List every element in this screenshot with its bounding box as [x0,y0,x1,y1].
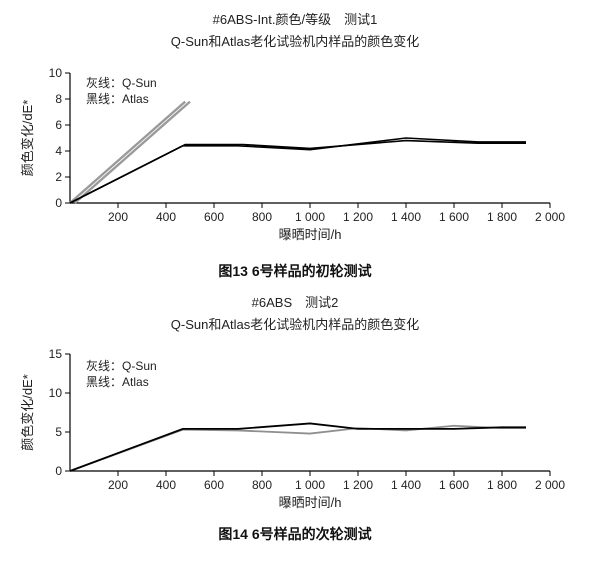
y-tick-label: 15 [49,347,63,361]
x-tick-label: 600 [204,210,224,224]
y-tick-label: 8 [55,92,62,106]
x-tick-label: 200 [108,210,128,224]
chart2-block: #6ABS 测试2 Q-Sun和Atlas老化试验机内样品的颜色变化 200 40… [10,293,580,544]
x-axis-label: 曝晒时间/h [279,227,342,242]
chart2-svg: 200 400 600 800 1 000 1 200 1 400 1 600 1 800 2 0… [10,336,570,516]
x-tick-label: 2 000 [535,210,565,224]
y-axis-label: 颜色变化/dE* [20,374,35,451]
x-tick-label: 200 [108,478,128,492]
chart1-block: #6ABS-Int.颜色/等级 测试1 Q-Sun和Atlas老化试验机内样品的… [10,10,580,281]
legend-line: 黑线：Atlas [86,92,149,106]
y-tick-label: 6 [55,118,62,132]
y-tick-label: 0 [55,196,62,210]
chart1-title-line2: Q-Sun和Atlas老化试验机内样品的颜色变化 [10,32,580,52]
y-tick-label: 10 [49,66,63,80]
legend-line: 黑线：Atlas [86,375,149,389]
x-tick-label: 1 800 [487,478,517,492]
y-tick-label: 4 [55,144,62,158]
x-tick-label: 1 400 [391,210,421,224]
x-tick-label: 1 400 [391,478,421,492]
x-tick-label: 400 [156,478,176,492]
x-tick-label: 800 [252,210,272,224]
chart2-title-line1: #6ABS 测试2 [10,293,580,313]
x-tick-label: 1 200 [343,210,373,224]
legend-line: 灰线：Q-Sun [86,76,157,90]
y-tick-label: 5 [55,425,62,439]
chart1-title-line1: #6ABS-Int.颜色/等级 测试1 [10,10,580,30]
x-tick-label: 800 [252,478,272,492]
y-axis-label: 颜色变化/dE* [20,100,35,177]
x-tick-label: 1 600 [439,210,469,224]
chart2-caption: 图14 6号样品的次轮测试 [10,524,580,544]
x-tick-label: 1 800 [487,210,517,224]
chart1-caption: 图13 6号样品的初轮测试 [10,261,580,281]
series-Q-Sun-b [75,102,190,203]
x-axis-label: 曝晒时间/h [279,495,342,510]
x-tick-label: 2 000 [535,478,565,492]
legend-line: 灰线：Q-Sun [86,359,157,373]
x-tick-label: 1 600 [439,478,469,492]
series-Q-Sun [70,426,526,471]
x-tick-label: 1 200 [343,478,373,492]
series-Atlas [70,423,526,471]
x-tick-label: 400 [156,210,176,224]
y-tick-label: 10 [49,386,63,400]
chart2-title-line2: Q-Sun和Atlas老化试验机内样品的颜色变化 [10,315,580,335]
x-tick-label: 600 [204,478,224,492]
y-tick-label: 0 [55,464,62,478]
series-Q-Sun-a [70,102,185,203]
chart1-svg: 200 400 600 800 1 000 1 200 1 400 1 600 1 800 2 0… [10,53,570,253]
x-tick-label: 1 000 [295,210,325,224]
y-tick-label: 2 [55,170,62,184]
x-tick-label: 1 000 [295,478,325,492]
series-Atlas-b [70,141,526,203]
